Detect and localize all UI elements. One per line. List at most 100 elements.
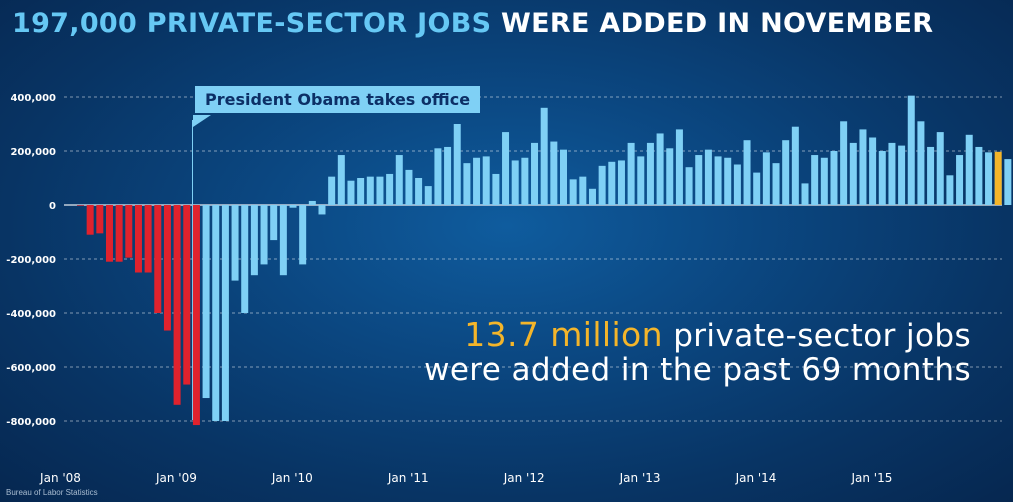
bar: [685, 167, 693, 205]
bar: [279, 205, 287, 276]
bar: [946, 175, 954, 205]
bar: [444, 146, 452, 205]
bar: [86, 205, 94, 235]
bar: [656, 133, 664, 205]
bar: [405, 169, 413, 205]
bar: [492, 173, 500, 205]
bar: [869, 137, 877, 205]
bar: [434, 148, 442, 205]
bar: [569, 179, 577, 205]
bar: [772, 163, 780, 205]
x-tick-label: Jan '11: [387, 471, 429, 485]
y-tick-label: 0: [49, 201, 56, 212]
bar: [270, 205, 278, 241]
bar: [328, 176, 336, 205]
bar: [192, 205, 200, 426]
bar: [637, 156, 645, 205]
bar: [357, 178, 365, 205]
bar: [502, 132, 510, 205]
bar: [560, 149, 567, 205]
bar: [598, 165, 606, 205]
bar: [898, 145, 906, 205]
bar: [975, 146, 983, 205]
bar: [811, 155, 819, 205]
bar: [994, 151, 1002, 205]
bar: [927, 146, 935, 205]
bar: [917, 121, 925, 205]
bar: [289, 205, 297, 208]
bar: [733, 164, 741, 205]
source-note: Bureau of Labor Statistics: [6, 488, 98, 497]
y-axis-tick-labels: 400,000 200,000 0 -200,000 -400,000 -600,000 -…: [6, 93, 56, 428]
y-tick-label: -400,000: [6, 309, 56, 320]
bar: [965, 134, 973, 205]
bar: [134, 205, 142, 273]
bar: [550, 141, 558, 205]
x-tick-label: Jan '13: [619, 471, 661, 485]
y-tick-label: 400,000: [10, 93, 56, 104]
bar: [105, 205, 113, 262]
callout-arrow: [193, 115, 211, 127]
y-tick-label: 200,000: [10, 147, 56, 158]
bar: [762, 152, 770, 205]
bar: [260, 205, 268, 265]
x-tick-label: Jan '15: [850, 471, 892, 485]
bar: [791, 126, 799, 205]
y-tick-label: -200,000: [6, 255, 56, 266]
bar: [337, 155, 345, 205]
bar: [183, 205, 191, 385]
bar: [163, 205, 171, 331]
bar: [511, 160, 519, 205]
bar: [830, 151, 838, 205]
bar: [96, 205, 104, 234]
bar: [395, 155, 403, 205]
bar: [531, 142, 539, 205]
bar: [463, 163, 471, 205]
annotation-callout: President Obama takes office: [195, 86, 481, 113]
bar: [415, 178, 423, 205]
y-tick-label: -600,000: [6, 363, 56, 374]
bar: [250, 205, 258, 276]
bar: [308, 200, 316, 205]
bar: [521, 157, 529, 205]
bar: [878, 151, 886, 205]
bar: [714, 156, 722, 205]
bar: [859, 129, 867, 205]
title-highlight: 197,000 PRIVATE-SECTOR JOBS: [12, 8, 492, 39]
bars: [77, 95, 1012, 426]
bar: [782, 140, 790, 205]
summary-highlight: 13.7 million: [464, 315, 663, 354]
summary-annotation: 13.7 million private-sector jobs were ad…: [424, 315, 971, 388]
x-tick-label: Jan '10: [271, 471, 313, 485]
bar: [347, 180, 355, 205]
bar: [366, 176, 374, 205]
summary-line2: were added in the past 69 months: [424, 352, 971, 388]
bar: [801, 183, 809, 205]
bar: [617, 160, 625, 205]
bar: [221, 205, 229, 421]
bar: [724, 157, 732, 205]
x-tick-label: Jan '14: [735, 471, 777, 485]
bar: [704, 149, 712, 205]
bar: [675, 129, 683, 205]
bar: [473, 157, 481, 205]
bar: [125, 205, 133, 258]
x-axis-tick-labels: Jan '08 Jan '09 Jan '10 Jan '11 Jan '12 Jan '…: [39, 471, 892, 485]
bar: [907, 95, 915, 205]
bar: [77, 205, 84, 206]
bar: [540, 107, 548, 205]
bar: [231, 205, 239, 281]
bar: [627, 142, 635, 205]
bar: [820, 157, 828, 205]
bar: [299, 205, 307, 265]
x-tick-label: Jan '09: [155, 471, 197, 485]
bar: [666, 148, 674, 205]
bar: [318, 205, 326, 215]
bar: [695, 155, 703, 205]
summary-line1: private-sector jobs: [662, 318, 971, 354]
bar: [453, 124, 461, 205]
bar: [743, 140, 751, 205]
bar: [753, 172, 761, 205]
bar: [424, 186, 432, 205]
